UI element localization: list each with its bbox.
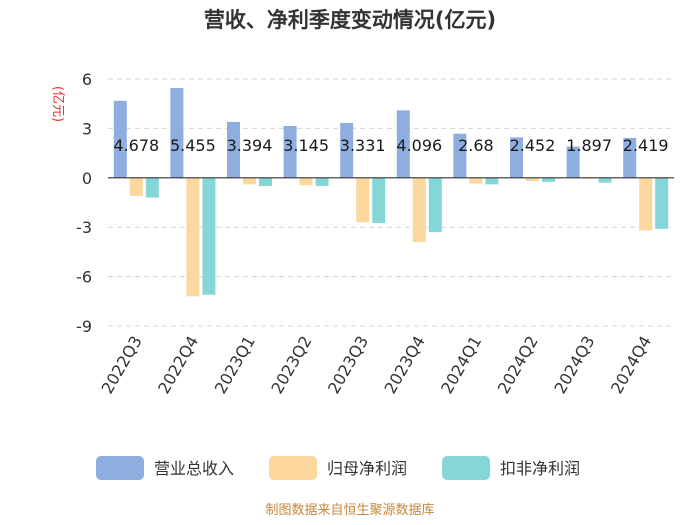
x-tick-label: 2023Q3 [324,333,372,397]
bar-revenue [227,121,240,178]
bar-revenue [623,137,637,178]
data-label: 3.145 [283,136,329,155]
data-label: 5.455 [170,136,216,155]
legend: 营业总收入 归母净利润 扣非净利润 [96,456,580,480]
data-label: 4.096 [396,136,442,155]
y-tick-label: 0 [82,169,92,188]
data-label: 4.678 [113,136,159,155]
legend-label: 扣非净利润 [500,459,580,478]
bar-net-profit [186,177,200,297]
x-tick-label: 2023Q1 [211,333,259,397]
grid-lines [108,78,674,327]
x-tick-label: 2024Q4 [607,333,655,397]
source-note: 制图数据来自恒生聚源数据库 [265,502,434,518]
bar-net-profit [469,177,483,184]
bar-net-profit [129,177,143,196]
bar-deducted-profit [598,177,612,183]
bar-revenue [510,137,523,178]
legend-swatch [96,456,144,480]
x-tick-label: 2023Q4 [381,333,429,397]
bar-revenue [396,110,410,178]
data-label: 2.68 [458,136,494,155]
x-tick-label: 2024Q1 [437,333,485,397]
bar-deducted-profit [542,177,555,182]
data-label: 2.452 [510,136,556,155]
y-axis-label: (亿元) [50,86,65,122]
x-tick-label: 2022Q3 [98,333,146,397]
bar-deducted-profit [372,177,386,224]
bar-net-profit [526,177,539,182]
x-axis-ticks: 2022Q3 2022Q4 2023Q1 2023Q2 2023Q3 2023Q4 2024… [98,333,656,397]
bar-net-profit [243,177,256,185]
x-tick-label: 2024Q3 [550,333,598,397]
legend-swatch [442,456,490,480]
bar-marks [113,87,669,297]
bar-deducted-profit [259,177,272,187]
y-axis-ticks: 6 3 0 -3 -6 -9 [76,70,92,336]
data-label: 3.394 [227,136,273,155]
legend-swatch [269,456,317,480]
bar-deducted-profit [485,177,499,185]
x-tick-label: 2023Q2 [267,333,315,397]
bar-deducted-profit [202,177,216,295]
x-tick-label: 2024Q2 [494,333,542,397]
y-tick-label: 3 [82,119,92,138]
data-labels: 4.678 5.455 3.394 3.145 3.331 4.096 2.68 2.452 1… [113,136,668,155]
legend-label: 归母净利润 [327,459,407,478]
bar-deducted-profit [315,177,329,187]
bar-revenue [340,122,354,178]
bar-deducted-profit [655,177,669,229]
data-label: 1.897 [566,136,612,155]
legend-label: 营业总收入 [154,459,234,478]
bar-net-profit [356,177,370,223]
bar-net-profit [639,177,653,231]
bar-deducted-profit [428,177,442,233]
data-label: 3.331 [340,136,386,155]
y-tick-label: -9 [76,317,92,336]
y-tick-label: -3 [76,218,92,237]
chart-title: 营收、净利季度变动情况(亿元) [204,8,496,32]
bar-net-profit [299,177,313,186]
x-tick-label: 2022Q4 [154,333,202,397]
bar-revenue [283,126,297,178]
bar-net-profit [412,177,426,243]
bar-revenue [170,87,184,178]
bar-revenue [113,100,127,178]
y-tick-label: 6 [82,70,92,89]
bar-revenue [453,133,467,178]
bar-revenue [566,146,580,178]
y-tick-label: -6 [76,268,92,287]
data-label: 2.419 [623,136,669,155]
bar-deducted-profit [145,177,159,198]
